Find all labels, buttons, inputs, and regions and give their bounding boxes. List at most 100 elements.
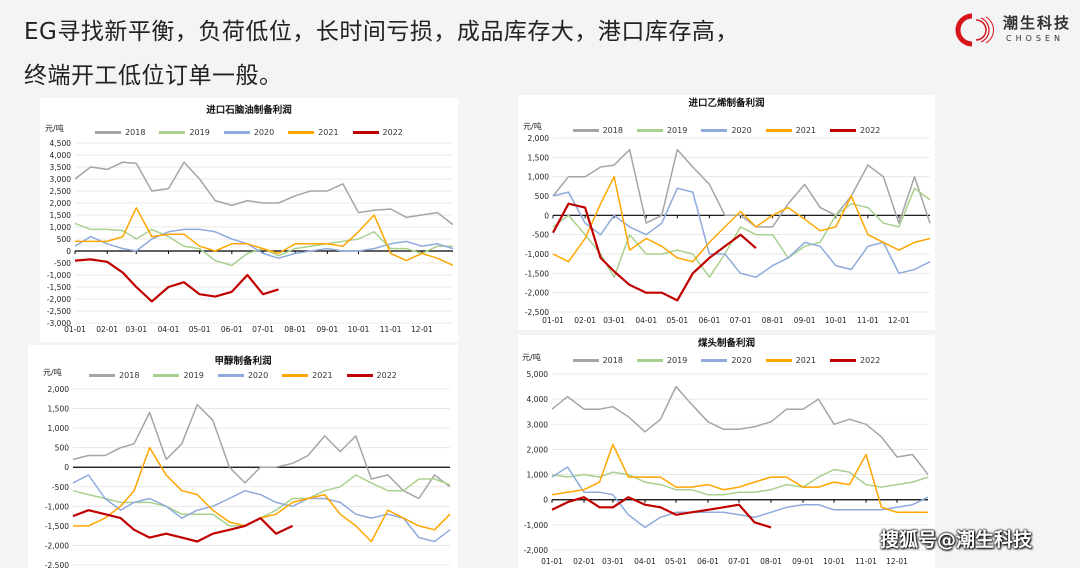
y-tick-label: -1,500 [45,522,69,531]
y-tick-label: 0 [66,247,71,256]
legend-item: 2018 [572,356,623,365]
x-tick-label: 11-01 [857,316,879,325]
y-tick-label: 500 [535,192,550,201]
legend-swatch [288,131,315,134]
legend-label: 2022 [382,128,403,137]
x-tick-label: 07-01 [728,557,750,566]
y-tick-label: 4,500 [50,139,72,148]
y-tick-label: 4,000 [527,395,549,404]
legend-swatch [352,131,379,134]
legend: 2018 2019 2020 2021 2022 [40,128,458,137]
y-tick-label: 0 [543,496,548,505]
y-tick-label: -1,000 [525,250,549,259]
series-line-2021 [552,175,931,263]
legend-item: 2019 [153,371,204,380]
legend-label: 2021 [795,126,817,135]
y-tick-label: -2,000 [525,289,549,298]
x-tick-label: 10-01 [823,557,845,566]
x-tick-label: 03-01 [602,557,624,566]
legend-item: 2021 [765,356,817,365]
y-tick-label: -1,000 [524,521,548,530]
legend-swatch [765,359,792,362]
x-tick-label: 03-01 [125,325,147,334]
logo-mark-icon [955,13,995,47]
x-tick-label: 10-01 [825,316,847,325]
y-tick-label: -500 [532,231,549,240]
x-tick-label: 06-01 [221,325,243,334]
y-tick-label: 5,000 [527,370,549,379]
legend-swatch [765,129,792,132]
legend-label: 2018 [602,126,623,135]
chart-title: 煤头制备利润 [697,338,755,349]
watermark: 搜狐号@潮生科技 [880,529,1033,551]
series-line-2020 [552,187,931,278]
legend: 2018 2019 2020 2021 2022 [28,371,458,380]
legend-item: 2020 [217,371,268,380]
x-tick-label: 09-01 [792,557,814,566]
y-tick-label: 2,000 [528,134,550,143]
x-tick-label: 12-01 [411,325,433,334]
legend-swatch [830,359,857,362]
y-axis-unit: 元/吨 [523,122,542,131]
legend-label: 2019 [666,126,688,135]
legend-item: 2020 [701,356,752,365]
series-line-2020 [72,474,451,543]
y-tick-label: 0 [544,211,549,220]
y-tick-label: 0 [64,463,69,472]
x-tick-label: 11-01 [380,325,402,334]
plot-area: -2,500 -2,000 -1,500 -1,000 -500 0 500 1,000 1,5… [525,134,931,325]
series-line-2022 [551,496,772,529]
y-tick-label: -2,000 [47,295,71,304]
legend-item: 2019 [636,126,688,135]
y-tick-label: 2,000 [48,385,70,394]
legend-swatch [346,374,373,377]
x-tick-label: 04-01 [634,557,656,566]
legend-label: 2019 [189,128,210,137]
x-tick-label: 05-01 [189,325,211,334]
series-line-2021 [551,443,928,514]
legend-swatch [217,374,244,377]
legend-item: 2019 [636,356,687,365]
y-tick-label: -2,500 [45,561,69,568]
legend-label: 2018 [119,371,140,380]
legend-label: 2019 [183,371,204,380]
legend-swatch [282,374,309,377]
legend-item: 2022 [352,128,403,137]
legend-label: 2022 [860,126,881,135]
series-line-2019 [74,222,453,267]
y-tick-label: 1,500 [50,211,72,220]
legend-label: 2020 [731,126,752,135]
series-line-2018 [72,403,451,500]
y-axis-unit: 元/吨 [43,368,62,377]
y-tick-label: -2,000 [524,546,548,555]
chart-coal-profit: -2,000 -1,000 0 1,000 2,000 3,000 4,000 5,000 01… [518,335,935,568]
legend-label: 2021 [795,356,817,365]
x-tick-label: 01-01 [541,557,563,566]
series-line-2020 [551,466,929,529]
y-tick-label: 1,000 [48,424,70,433]
y-tick-label: -1,000 [47,271,71,280]
legend-swatch [89,374,116,377]
logo-name-cn: 潮生科技 [1003,14,1072,32]
legend-swatch [223,131,250,134]
x-tick-label: 05-01 [666,316,688,325]
chart-title: 甲醇制备利润 [214,356,272,367]
x-tick-label: 12-01 [888,316,910,325]
legend-swatch [95,131,122,134]
x-tick-label: 04-01 [635,316,657,325]
chart-methanol-profit: -2,500 -2,000 -1,500 -1,000 -500 0 500 1,000 1,5… [28,345,458,568]
y-tick-label: 2,500 [50,187,72,196]
y-tick-label: -1,500 [525,269,549,278]
headline-line-1: EG寻找新平衡，负荷低位，长时间亏损，成品库存大，港口库存高， [24,19,739,45]
x-tick-label: 08-01 [760,557,782,566]
plot-area: -2,000 -1,000 0 1,000 2,000 3,000 4,000 5,000 01… [524,370,929,566]
x-tick-label: 10-01 [348,325,370,334]
legend-swatch [636,359,663,362]
x-tick-label: 02-01 [573,557,595,566]
x-tick-label: 08-01 [762,316,784,325]
y-tick-label: -1,000 [45,502,69,511]
legend-item: 2018 [572,126,623,135]
legend-swatch [572,129,599,132]
y-tick-label: -2,000 [45,541,69,550]
y-tick-label: 2,000 [527,445,549,454]
